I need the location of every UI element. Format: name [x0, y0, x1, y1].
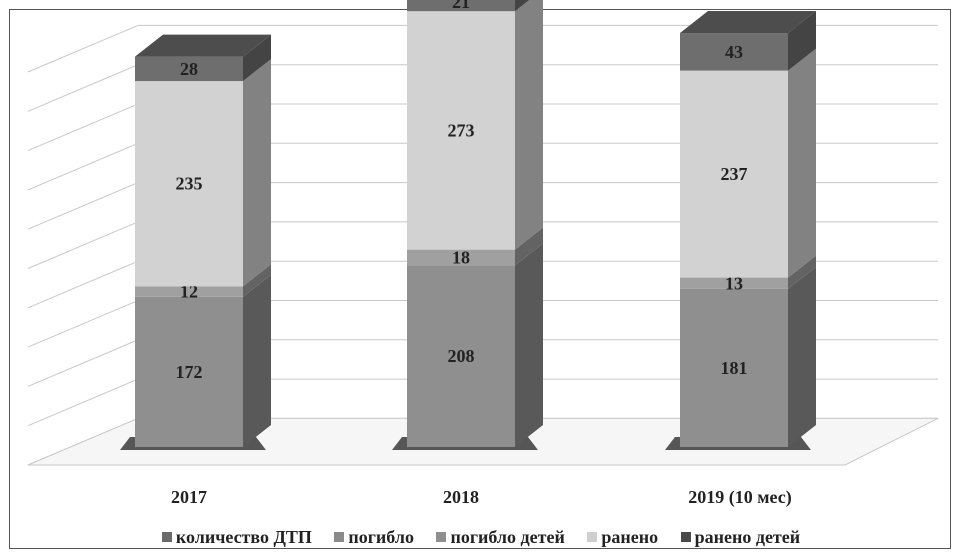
- legend-label-raneno-detey: ранено детей: [694, 527, 801, 547]
- data-label-pogiblo-2: 13: [725, 273, 743, 293]
- legend-swatch-raneno-detey: [680, 532, 691, 542]
- bar-dtp-2: [680, 288, 788, 447]
- legend-label-pogiblo-detey: погибло детей: [450, 527, 565, 547]
- bar-raneno-1: [407, 11, 515, 250]
- bar-dtp-0: [135, 296, 243, 447]
- bar-pogiblo-1: [407, 249, 515, 266]
- bar-top-2: [680, 11, 816, 34]
- data-label-raneno-detey-2: 43: [725, 42, 743, 62]
- data-label-raneno-2: 237: [721, 164, 748, 184]
- bar-side-raneno-1: [515, 0, 543, 250]
- data-label-pogiblo-0: 12: [180, 282, 198, 302]
- bar-side-dtp-2: [788, 266, 816, 447]
- grid-diagonal: [27, 260, 139, 309]
- grid-diagonal: [27, 300, 139, 348]
- bar-side-raneno-2: [788, 48, 816, 278]
- bar-side-raneno-0: [243, 59, 271, 287]
- legend-label-pogiblo: погибло: [348, 527, 414, 547]
- legend-swatch-raneno: [587, 532, 598, 542]
- x-tick-label-1: 2018: [443, 487, 479, 507]
- data-label-raneno-0: 235: [176, 174, 203, 194]
- data-label-dtp-0: 172: [176, 362, 203, 382]
- legend: количество ДТП погибло погибло детей ран…: [0, 527, 962, 548]
- legend-swatch-pogiblo: [334, 532, 345, 542]
- bar-pogiblo-0: [135, 286, 243, 297]
- grid-diagonal: [27, 64, 139, 112]
- data-label-pogiblo-1: 18: [452, 247, 470, 267]
- bar-side-pogiblo-0: [243, 264, 271, 297]
- legend-item-raneno: ранено: [587, 527, 658, 548]
- legend-item-dtp: количество ДТП: [161, 527, 312, 548]
- grid-diagonal: [27, 378, 139, 427]
- bar-pogiblo-2: [680, 277, 788, 289]
- bar-raneno-0: [135, 81, 243, 287]
- data-label-raneno-detey-1: 21: [452, 0, 470, 12]
- grid-diagonal: [27, 24, 139, 73]
- bar-side-raneno-detey-1: [515, 0, 530, 12]
- legend-label-dtp: количество ДТП: [175, 527, 312, 547]
- bar-side-dtp-0: [243, 274, 271, 447]
- grid-diagonal: [27, 182, 139, 230]
- bar-top-0: [135, 34, 271, 57]
- legend-item-pogiblo: погибло: [334, 527, 414, 548]
- bar-side-pogiblo-2: [788, 255, 816, 289]
- bar-raneno-detey-2: [680, 33, 788, 71]
- x-tick-label-2: 2019 (10 мес): [688, 487, 791, 508]
- legend-item-raneno-detey: ранено детей: [680, 527, 801, 548]
- bar-side-raneno-detey-0: [243, 34, 271, 82]
- bar-raneno-detey-1: [407, 0, 515, 12]
- legend-swatch-dtp: [161, 532, 172, 542]
- legend-label-raneno: ранено: [601, 527, 659, 547]
- legend-item-pogiblo-detey: погибло детей: [436, 527, 565, 548]
- bar-dtp-1: [407, 265, 515, 447]
- bar-raneno-detey-0: [135, 56, 243, 82]
- bar-side-raneno-detey-2: [788, 11, 816, 71]
- bar-side-dtp-1: [515, 243, 543, 447]
- bar-raneno-2: [680, 70, 788, 278]
- x-tick-label-0: 2017: [171, 487, 207, 507]
- data-label-raneno-detey-0: 28: [180, 59, 198, 79]
- grid-diagonal: [27, 339, 139, 387]
- grid-diagonal: [27, 142, 139, 191]
- legend-swatch-pogiblo-detey: [436, 532, 447, 542]
- data-label-dtp-1: 208: [448, 346, 475, 366]
- grid-diagonal: [27, 221, 139, 269]
- grid-diagonal: [27, 103, 139, 152]
- bar-side-pogiblo-1: [515, 227, 543, 266]
- data-label-raneno-1: 273: [448, 120, 475, 140]
- data-label-dtp-2: 181: [721, 358, 748, 378]
